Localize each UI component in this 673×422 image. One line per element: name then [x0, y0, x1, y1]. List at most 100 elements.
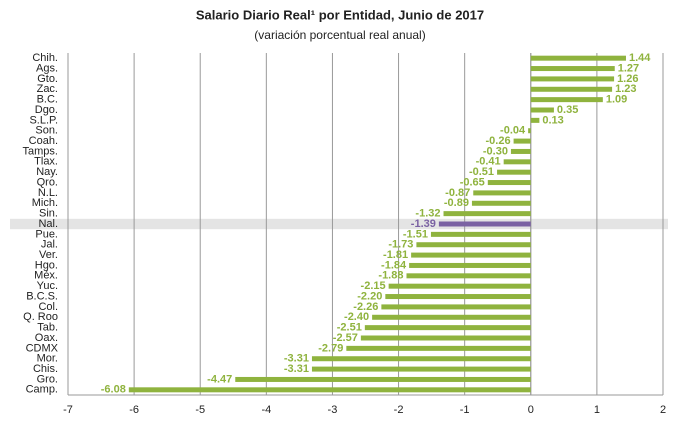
highlight-band	[10, 218, 668, 230]
y-tick-label: Sin.	[39, 208, 58, 220]
y-tick-label: Gro.	[37, 373, 58, 385]
y-tick-label: Nal.	[38, 218, 58, 230]
value-label: -6.08	[101, 384, 126, 396]
y-tick-label: Tlax.	[34, 156, 58, 168]
value-label: -2.26	[353, 301, 378, 313]
bar	[364, 325, 531, 331]
bar	[346, 345, 531, 351]
value-label: 1.44	[629, 52, 651, 64]
y-tick-label: B.C.S.	[26, 290, 58, 302]
bar	[530, 86, 613, 92]
bar	[443, 211, 531, 217]
bar	[311, 356, 531, 362]
value-label: 1.26	[617, 73, 638, 85]
y-tick-label: Pue.	[35, 228, 58, 240]
bar	[235, 376, 531, 382]
y-tick-label: B.C.	[37, 94, 58, 106]
bar	[497, 169, 531, 175]
x-tick-label: -7	[63, 404, 73, 416]
x-tick-label: -1	[460, 404, 470, 416]
value-label: -0.41	[476, 156, 501, 168]
bar	[530, 107, 554, 113]
value-label: -0.30	[483, 145, 508, 157]
y-tick-label: Dgo.	[35, 104, 58, 116]
y-tick-label: Chis.	[33, 363, 58, 375]
y-tick-label: Hgo.	[35, 259, 58, 271]
bar	[530, 76, 615, 82]
y-tick-label: Tab.	[37, 322, 58, 334]
chart-title: Salario Diario Real¹ por Entidad, Junio …	[196, 7, 484, 22]
bar	[471, 200, 531, 206]
y-tick-label: N.L.	[38, 187, 58, 199]
bar	[411, 252, 531, 258]
x-tick-label: -6	[129, 404, 139, 416]
value-label: -3.31	[284, 363, 309, 375]
y-tick-label: Q. Roo	[23, 311, 58, 323]
value-label: -0.87	[445, 187, 470, 199]
bar	[510, 148, 531, 154]
y-tick-label: Coah.	[29, 135, 58, 147]
value-label: 1.27	[618, 62, 639, 74]
x-tick-label: 1	[594, 404, 600, 416]
bar	[530, 117, 540, 123]
x-tick-label: -3	[328, 404, 338, 416]
y-tick-label: Gto.	[37, 73, 58, 85]
x-tick-label: -2	[394, 404, 404, 416]
y-tick-label: Zac.	[37, 83, 58, 95]
bar	[430, 231, 531, 237]
value-label: -2.15	[361, 280, 386, 292]
x-tick-label: -5	[195, 404, 205, 416]
bar	[388, 283, 531, 289]
y-tick-label: Col.	[38, 301, 58, 313]
y-tick-label: Ver.	[39, 249, 58, 261]
value-label: -1.73	[388, 239, 413, 251]
value-label: -2.40	[344, 311, 369, 323]
value-label: 0.13	[542, 114, 563, 126]
y-tick-label: Mich.	[32, 197, 58, 209]
value-label: -0.89	[444, 197, 469, 209]
y-tick-label: Méx.	[34, 270, 58, 282]
value-label: -2.79	[318, 342, 343, 354]
bar	[473, 190, 531, 196]
value-label: -2.51	[337, 322, 362, 334]
y-tick-label: Oax.	[35, 332, 58, 344]
bar	[530, 55, 626, 61]
value-label: 0.35	[557, 104, 578, 116]
bar	[438, 221, 531, 227]
bar	[360, 335, 531, 341]
value-label: -0.04	[500, 125, 526, 137]
value-label: 1.09	[606, 94, 627, 106]
bar	[406, 273, 531, 279]
x-tick-label: -4	[261, 404, 271, 416]
y-tick-label: Tamps.	[23, 145, 58, 157]
y-tick-label: Nay.	[36, 166, 58, 178]
bar	[416, 242, 531, 248]
bar	[128, 387, 531, 393]
value-label: -1.51	[403, 228, 428, 240]
bar	[530, 97, 603, 103]
value-label: -0.26	[486, 135, 511, 147]
value-label: -1.39	[411, 218, 436, 230]
value-label: -0.65	[460, 176, 485, 188]
value-label: -1.81	[383, 249, 408, 261]
x-tick-label: 0	[528, 404, 534, 416]
value-label: -1.84	[381, 259, 407, 271]
value-label: -4.47	[207, 373, 232, 385]
value-label: -1.88	[378, 270, 403, 282]
value-label: -1.32	[415, 208, 440, 220]
y-tick-label: Yuc.	[37, 280, 58, 292]
y-tick-label: Qro.	[37, 176, 58, 188]
chart-subtitle: (variación porcentual real anual)	[254, 28, 425, 42]
bar	[409, 262, 531, 268]
bar	[528, 128, 531, 134]
value-label: -0.51	[469, 166, 494, 178]
bar	[311, 366, 531, 372]
bar	[530, 66, 615, 72]
bar	[385, 294, 531, 300]
y-tick-label: Son.	[35, 125, 58, 137]
bar	[381, 304, 531, 310]
value-label: -3.31	[284, 353, 309, 365]
bar	[487, 180, 531, 186]
y-tick-label: Mor.	[37, 353, 58, 365]
